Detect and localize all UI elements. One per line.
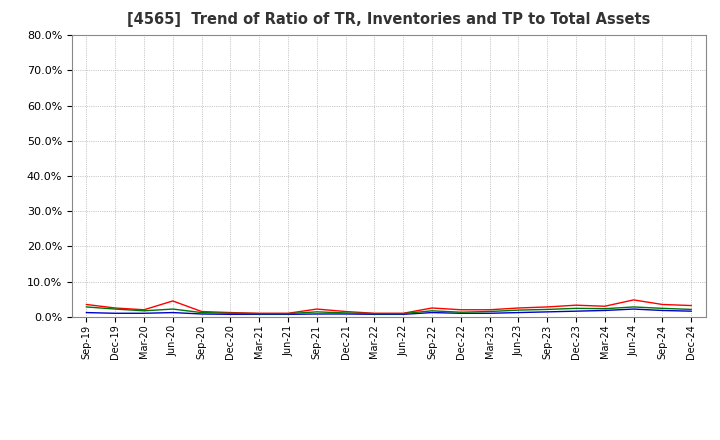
Trade Receivables xyxy=(111,305,120,311)
Trade Receivables xyxy=(543,304,552,310)
Trade Payables xyxy=(428,308,436,313)
Trade Receivables xyxy=(485,307,494,312)
Trade Receivables xyxy=(370,311,379,316)
Inventories xyxy=(543,309,552,315)
Trade Payables xyxy=(399,311,408,316)
Inventories xyxy=(658,308,667,313)
Inventories xyxy=(140,311,148,316)
Trade Payables xyxy=(629,304,638,310)
Trade Payables xyxy=(485,309,494,314)
Trade Payables xyxy=(312,309,321,315)
Trade Payables xyxy=(168,306,177,312)
Inventories xyxy=(341,312,350,317)
Trade Receivables xyxy=(341,309,350,314)
Inventories xyxy=(255,312,264,317)
Trade Receivables xyxy=(226,310,235,315)
Trade Receivables xyxy=(168,298,177,304)
Trade Payables xyxy=(82,304,91,310)
Line: Trade Payables: Trade Payables xyxy=(86,307,691,314)
Inventories xyxy=(197,312,206,317)
Trade Payables xyxy=(658,306,667,311)
Title: [4565]  Trend of Ratio of TR, Inventories and TP to Total Assets: [4565] Trend of Ratio of TR, Inventories… xyxy=(127,12,650,27)
Inventories xyxy=(687,308,696,314)
Trade Receivables xyxy=(399,311,408,316)
Inventories xyxy=(485,311,494,316)
Inventories xyxy=(111,311,120,316)
Trade Receivables xyxy=(428,305,436,311)
Trade Receivables xyxy=(312,306,321,312)
Trade Receivables xyxy=(456,307,465,312)
Inventories xyxy=(629,306,638,312)
Inventories xyxy=(399,312,408,317)
Inventories xyxy=(226,312,235,317)
Trade Receivables xyxy=(600,304,609,309)
Trade Payables xyxy=(543,307,552,312)
Trade Payables xyxy=(255,311,264,316)
Trade Payables xyxy=(456,310,465,315)
Trade Payables xyxy=(226,311,235,316)
Trade Receivables xyxy=(197,309,206,314)
Trade Receivables xyxy=(658,302,667,307)
Trade Receivables xyxy=(82,302,91,307)
Inventories xyxy=(514,310,523,315)
Trade Receivables xyxy=(255,311,264,316)
Trade Receivables xyxy=(687,303,696,308)
Inventories xyxy=(370,312,379,317)
Inventories xyxy=(572,308,580,314)
Inventories xyxy=(600,308,609,313)
Trade Payables xyxy=(600,306,609,312)
Inventories xyxy=(428,310,436,315)
Trade Payables xyxy=(370,311,379,316)
Inventories xyxy=(456,311,465,316)
Trade Payables xyxy=(572,306,580,311)
Trade Payables xyxy=(341,310,350,315)
Inventories xyxy=(168,310,177,315)
Trade Receivables xyxy=(629,297,638,303)
Trade Receivables xyxy=(140,307,148,312)
Trade Payables xyxy=(111,306,120,312)
Line: Trade Receivables: Trade Receivables xyxy=(86,300,691,313)
Trade Payables xyxy=(197,310,206,315)
Trade Payables xyxy=(284,311,292,316)
Inventories xyxy=(284,312,292,317)
Line: Inventories: Inventories xyxy=(86,309,691,314)
Trade Payables xyxy=(140,308,148,313)
Trade Payables xyxy=(687,307,696,312)
Trade Receivables xyxy=(284,311,292,316)
Inventories xyxy=(82,310,91,315)
Trade Payables xyxy=(514,308,523,313)
Inventories xyxy=(312,312,321,317)
Trade Receivables xyxy=(514,305,523,311)
Trade Receivables xyxy=(572,303,580,308)
